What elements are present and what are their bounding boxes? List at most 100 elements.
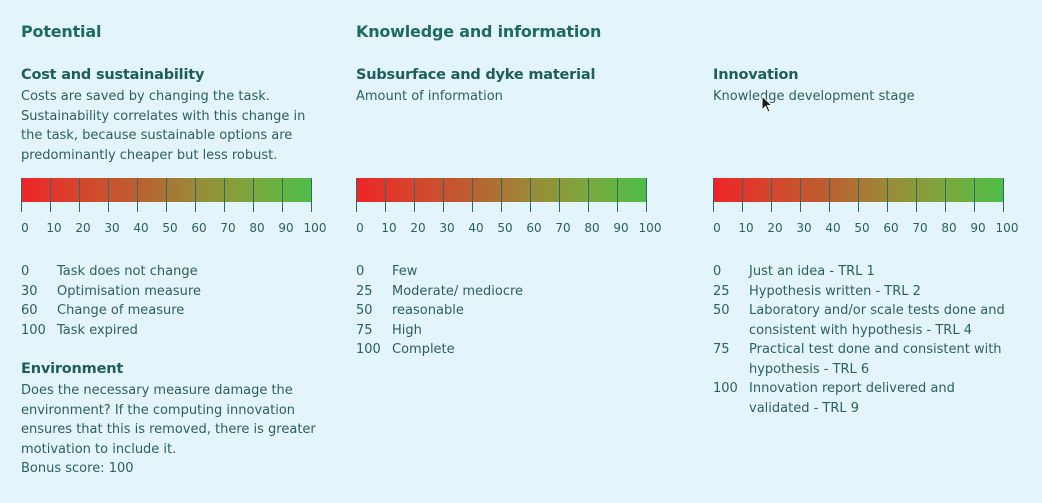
mouse-cursor-icon [761, 95, 773, 113]
scale-tick-label: 90 [613, 221, 629, 235]
cost-desc-line: predominantly cheaper but less robust. [21, 147, 278, 163]
scale-tick [356, 178, 357, 212]
scale-tick-label: 80 [249, 221, 265, 235]
scale-tick-label: 100 [638, 221, 662, 235]
scale-tick-label: 90 [278, 221, 294, 235]
scale-tick [771, 178, 772, 212]
legend-row: 25 Hypothesis written - TRL 2 [713, 282, 1013, 302]
scale-tick-label: 10 [738, 221, 754, 235]
subsurface-scale: 0 10 20 30 40 50 60 70 80 90 100 [356, 178, 661, 235]
cost-section: Cost and sustainability Costs are saved … [21, 66, 321, 165]
legend-value: 25 [713, 283, 730, 299]
scale-tick [1003, 178, 1004, 212]
legend-value: 75 [713, 342, 730, 357]
scale-tick [414, 178, 415, 212]
scale-tick [137, 178, 138, 212]
subsurface-description: Amount of information [356, 89, 503, 104]
legend-value: 75 [356, 322, 373, 338]
environment-section: Environment Does the necessary measure d… [21, 360, 321, 479]
scale-tick [224, 178, 225, 212]
innovation-tick-labels: 0 10 20 30 40 50 60 70 80 90 100 [713, 221, 1018, 235]
legend-row: 50 reasonable [356, 301, 656, 321]
legend-label: Innovation report delivered and validate… [749, 381, 955, 416]
cost-scale: 0 10 20 30 40 50 60 70 80 90 100 [21, 178, 326, 235]
cost-description: Costs are saved by changing the task. Su… [21, 87, 321, 165]
legend-value: 0 [21, 264, 30, 279]
scale-tick [385, 178, 386, 212]
legend-label: Moderate/ mediocre [392, 283, 524, 299]
scale-tick-label: 30 [104, 221, 120, 235]
cost-desc-line: Sustainability correlates with this chan… [21, 108, 306, 124]
scale-tick [945, 178, 946, 212]
legend-value: 60 [21, 303, 38, 318]
scale-tick [713, 178, 714, 212]
scale-tick-label: 20 [410, 221, 426, 235]
scale-tick-label: 0 [21, 221, 29, 235]
legend-value: 100 [713, 381, 738, 396]
scale-tick [742, 178, 743, 212]
scale-tick [21, 178, 22, 212]
scale-tick-label: 80 [584, 221, 600, 235]
scale-tick [646, 178, 647, 212]
legend-row: 25 Moderate/ mediocre [356, 282, 656, 302]
scale-tick [559, 178, 560, 212]
scale-tick-label: 60 [526, 221, 542, 235]
legend-label: Optimisation measure [57, 283, 201, 299]
scale-tick-label: 10 [381, 221, 397, 235]
scale-tick-label: 50 [497, 221, 513, 235]
legend-value: 0 [713, 264, 722, 279]
scale-tick [166, 178, 167, 212]
scale-tick-label: 50 [854, 221, 870, 235]
legend-row: 60 Change of measure [21, 301, 321, 321]
subsurface-gradient-bar [356, 178, 647, 212]
scale-tick-label: 60 [883, 221, 899, 235]
scale-tick [588, 178, 589, 212]
scale-tick [617, 178, 618, 212]
innovation-gradient-bar [713, 178, 1004, 212]
scale-tick [858, 178, 859, 212]
legend-label: Laboratory and/or scale tests done and c… [749, 303, 1005, 338]
scale-tick-label: 0 [356, 221, 364, 235]
scale-tick-label: 90 [970, 221, 986, 235]
legend-label: Complete [392, 342, 455, 357]
innovation-section: Innovation Knowledge development stage [713, 66, 1013, 107]
legend-label: Just an idea - TRL 1 [749, 264, 875, 279]
scale-tick-label: 70 [555, 221, 571, 235]
environment-description: Does the necessary measure damage the en… [21, 381, 321, 479]
environment-desc-line: motivation to include it. [21, 441, 177, 457]
cost-gradient-bar [21, 178, 312, 212]
scale-tick [530, 178, 531, 212]
legend-row: 75 High [356, 321, 656, 341]
scale-tick [974, 178, 975, 212]
scale-tick [253, 178, 254, 212]
legend-label: Hypothesis written - TRL 2 [749, 283, 921, 299]
legend-row: 0 Task does not change [21, 262, 321, 282]
scale-tick [195, 178, 196, 212]
scale-tick-label: 60 [191, 221, 207, 235]
legend-row: 0 Just an idea - TRL 1 [713, 262, 1013, 282]
scale-tick-label: 30 [796, 221, 812, 235]
environment-desc-line: ensures that this is removed, there is g… [21, 422, 316, 437]
legend-row: 75 Practical test done and consistent wit… [713, 340, 1013, 379]
legend-row: 100 Task expired [21, 321, 321, 341]
legend-value: 30 [21, 283, 38, 299]
scale-tick-label: 20 [75, 221, 91, 235]
subsurface-section: Subsurface and dyke material Amount of i… [356, 66, 676, 107]
innovation-description: Knowledge development stage [713, 89, 915, 104]
scale-tick [472, 178, 473, 212]
innovation-scale: 0 10 20 30 40 50 60 70 80 90 100 [713, 178, 1018, 235]
knowledge-heading: Knowledge and information [356, 22, 602, 41]
scale-tick-label: 50 [162, 221, 178, 235]
innovation-title: Innovation [713, 67, 799, 83]
subsurface-title: Subsurface and dyke material [356, 67, 596, 83]
scale-tick [443, 178, 444, 212]
scale-tick-label: 30 [439, 221, 455, 235]
legend-label: Task expired [57, 322, 138, 338]
scale-tick-label: 70 [912, 221, 928, 235]
cost-title: Cost and sustainability [21, 67, 205, 83]
environment-desc-line: Does the necessary measure damage the [21, 383, 293, 398]
subsurface-tick-labels: 0 10 20 30 40 50 60 70 80 90 100 [356, 221, 661, 235]
legend-value: 50 [713, 303, 730, 318]
potential-heading: Potential [21, 22, 102, 41]
legend-value: 25 [356, 283, 373, 299]
